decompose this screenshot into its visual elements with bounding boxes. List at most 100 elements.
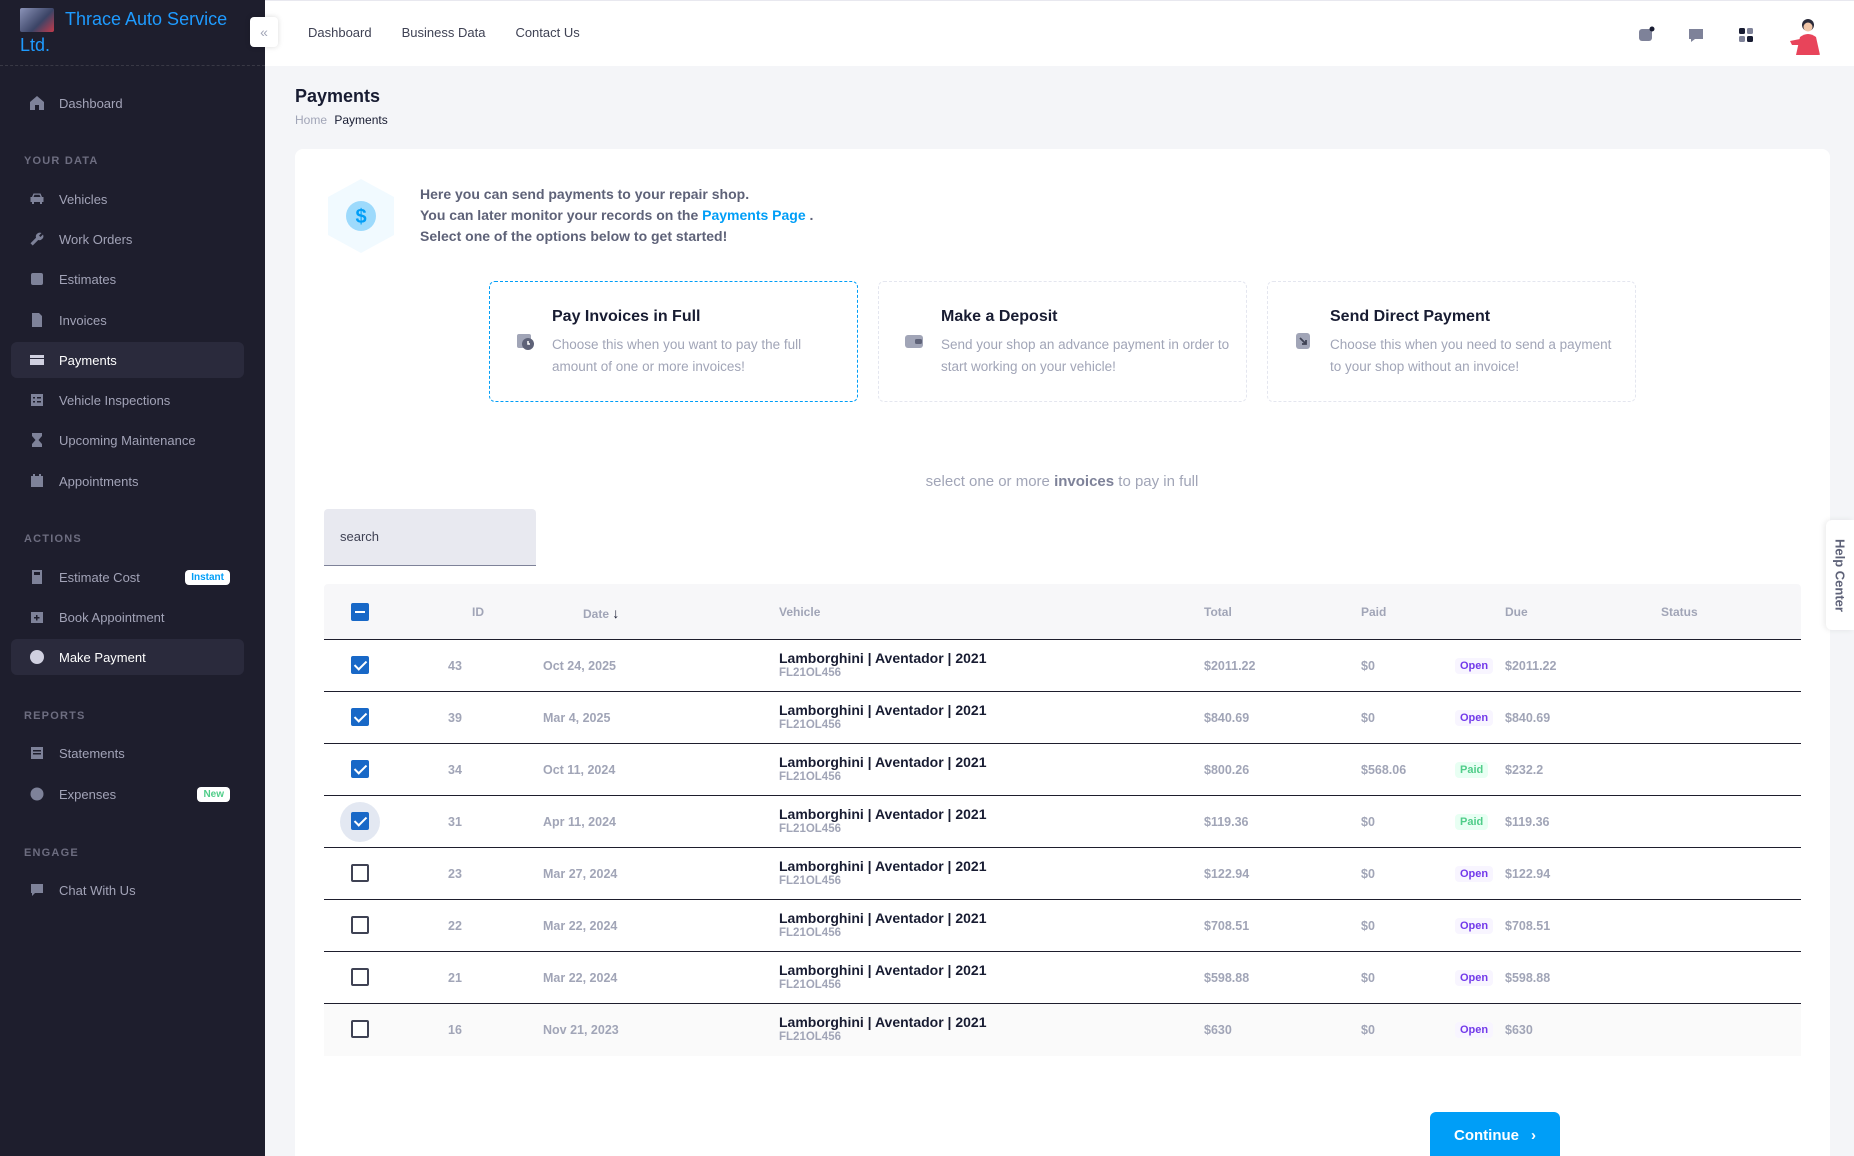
row-checkbox[interactable]	[351, 916, 369, 934]
sidebar-item-estimates[interactable]: Estimates	[11, 261, 244, 297]
cell-paid: $0	[1361, 659, 1375, 673]
vehicle-name: Lamborghini | Aventador | 2021	[779, 1014, 987, 1030]
cell-vehicle: Lamborghini | Aventador | 2021 FL21OL456	[779, 806, 987, 835]
sidebar-item-appointments[interactable]: Appointments	[11, 463, 244, 499]
page-title: Payments	[295, 86, 381, 106]
breadcrumb-current: Payments	[334, 113, 388, 127]
dollar-icon	[29, 649, 45, 665]
sidebar-item-upcoming-maintenance[interactable]: Upcoming Maintenance	[11, 422, 244, 458]
cell-vehicle: Lamborghini | Aventador | 2021 FL21OL456	[779, 910, 987, 939]
col-status[interactable]: Status	[1661, 605, 1698, 619]
cell-due: $122.94	[1505, 867, 1551, 881]
option-direct-payment[interactable]: Send Direct Payment Choose this when you…	[1267, 281, 1636, 402]
sidebar-item-estimate-cost[interactable]: Estimate Cost Instant	[11, 559, 244, 595]
sidebar-item-label: Dashboard	[59, 95, 123, 111]
sidebar-item-payments[interactable]: Payments	[11, 342, 244, 378]
section-your-data: YOUR DATA	[24, 155, 99, 167]
table-row[interactable]: 22 Mar 22, 2024 Lamborghini | Aventador | …	[324, 900, 1801, 952]
search-input[interactable]: search	[324, 509, 536, 566]
option-pay-full[interactable]: Pay Invoices in Full Choose this when yo…	[489, 281, 858, 402]
sidebar-item-label: Vehicles	[59, 191, 108, 207]
intro-line-2: You can later monitor your records on th…	[420, 205, 813, 226]
cell-date: Mar 22, 2024	[543, 971, 618, 985]
payments-page-link[interactable]: Payments Page	[702, 207, 806, 223]
status-badge: Open	[1455, 710, 1494, 726]
cell-id: 16	[448, 1023, 462, 1037]
table-row[interactable]: 34 Oct 11, 2024 Lamborghini | Aventador | …	[324, 744, 1801, 796]
help-center-tab[interactable]: Help Center	[1826, 520, 1854, 630]
continue-button[interactable]: Continue ›	[1430, 1112, 1560, 1156]
table-header: ID Date ↓ Vehicle Total Paid Due Status	[324, 584, 1801, 640]
brand-name[interactable]: Thrace Auto Service Ltd.	[20, 9, 228, 55]
row-checkbox[interactable]	[351, 708, 369, 726]
cell-date: Apr 11, 2024	[543, 815, 616, 829]
new-badge: New	[197, 786, 230, 802]
sidebar-item-label: Statements	[59, 745, 125, 761]
double-chevron-left-icon: «	[260, 24, 268, 40]
col-due[interactable]: Due	[1505, 605, 1528, 619]
sidebar-item-vehicle-inspections[interactable]: Vehicle Inspections	[11, 382, 244, 418]
col-date[interactable]: Date ↓	[583, 605, 619, 621]
sidebar-item-label: Work Orders	[59, 231, 133, 247]
collapse-sidebar-button[interactable]: «	[250, 17, 278, 47]
sidebar-item-work-orders[interactable]: Work Orders	[11, 221, 244, 257]
invoices-table: ID Date ↓ Vehicle Total Paid Due Status …	[324, 584, 1801, 1056]
cell-id: 31	[448, 815, 462, 829]
row-checkbox[interactable]	[351, 760, 369, 778]
sidebar-item-vehicles[interactable]: Vehicles	[11, 181, 244, 217]
col-paid[interactable]: Paid	[1361, 605, 1387, 619]
table-row[interactable]: 16 Nov 21, 2023 Lamborghini | Aventador | …	[324, 1004, 1801, 1056]
sidebar-item-invoices[interactable]: Invoices	[11, 302, 244, 338]
table-body: 43 Oct 24, 2025 Lamborghini | Aventador | …	[324, 640, 1801, 1056]
expense-icon	[29, 786, 45, 802]
card-icon	[29, 352, 45, 368]
sidebar-item-book-appointment[interactable]: Book Appointment	[11, 599, 244, 635]
car-icon	[29, 191, 45, 207]
table-row[interactable]: 23 Mar 27, 2024 Lamborghini | Aventador | …	[324, 848, 1801, 900]
cell-due: $708.51	[1505, 919, 1551, 933]
hint-bold: invoices	[1054, 473, 1115, 490]
cell-date: Oct 11, 2024	[543, 763, 616, 777]
row-checkbox[interactable]	[351, 864, 369, 882]
notifications-icon[interactable]	[1636, 25, 1656, 45]
wallet-icon	[903, 330, 925, 352]
nav-dashboard[interactable]: Dashboard	[308, 25, 372, 40]
cell-total: $122.94	[1204, 867, 1250, 881]
row-checkbox[interactable]	[351, 1020, 369, 1038]
status-badge: Open	[1455, 918, 1494, 934]
table-row[interactable]: 31 Apr 11, 2024 Lamborghini | Aventador | …	[324, 796, 1801, 848]
sidebar-item-make-payment[interactable]: Make Payment	[11, 639, 244, 675]
nav-contact-us[interactable]: Contact Us	[515, 25, 580, 40]
col-id[interactable]: ID	[472, 605, 484, 619]
chat-icon	[29, 882, 45, 898]
row-checkbox[interactable]	[351, 968, 369, 986]
chevron-right-icon: ›	[1531, 1126, 1536, 1144]
cell-id: 23	[448, 867, 462, 881]
col-total[interactable]: Total	[1204, 605, 1232, 619]
row-checkbox[interactable]	[351, 812, 369, 830]
cell-total: $800.26	[1204, 763, 1250, 777]
apps-grid-icon[interactable]	[1736, 25, 1756, 45]
cell-id: 21	[448, 971, 462, 985]
nav-business-data[interactable]: Business Data	[401, 25, 486, 40]
sidebar-item-dashboard[interactable]: Dashboard	[11, 85, 244, 121]
table-row[interactable]: 39 Mar 4, 2025 Lamborghini | Aventador | 2…	[324, 692, 1801, 744]
col-vehicle[interactable]: Vehicle	[779, 605, 821, 619]
sidebar-item-expenses[interactable]: Expenses New	[11, 776, 244, 812]
top-nav: Dashboard Business Data Contact Us	[308, 25, 580, 40]
sidebar-item-chat[interactable]: Chat With Us	[11, 872, 244, 908]
table-row[interactable]: 21 Mar 22, 2024 Lamborghini | Aventador | …	[324, 952, 1801, 1004]
option-make-deposit[interactable]: Make a Deposit Send your shop an advance…	[878, 281, 1247, 402]
invoice-clock-icon	[514, 330, 536, 352]
status-badge: Open	[1455, 970, 1494, 986]
select-all-checkbox[interactable]	[351, 603, 369, 621]
messages-icon[interactable]	[1686, 25, 1706, 45]
breadcrumb-home[interactable]: Home	[295, 113, 328, 127]
sidebar-item-statements[interactable]: Statements	[11, 735, 244, 771]
table-row[interactable]: 43 Oct 24, 2025 Lamborghini | Aventador | …	[324, 640, 1801, 692]
cell-total: $598.88	[1204, 971, 1250, 985]
avatar[interactable]	[1786, 15, 1824, 55]
svg-text:$: $	[355, 206, 366, 228]
brand[interactable]	[0, 0, 265, 66]
row-checkbox[interactable]	[351, 656, 369, 674]
